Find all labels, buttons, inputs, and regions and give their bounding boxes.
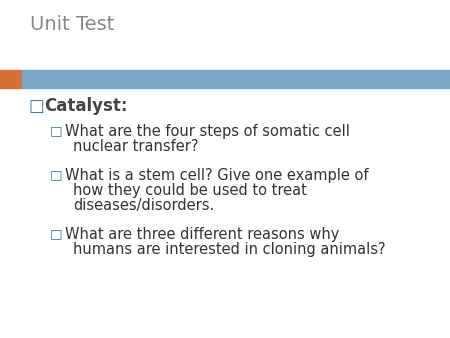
Bar xyxy=(22,70,450,88)
Text: □: □ xyxy=(50,124,63,137)
Text: diseases/disorders.: diseases/disorders. xyxy=(73,198,214,213)
Bar xyxy=(0,70,22,88)
Text: What are three different reasons why: What are three different reasons why xyxy=(65,227,339,242)
Text: Catalyst:: Catalyst: xyxy=(44,97,127,115)
Text: □: □ xyxy=(28,97,44,115)
Text: □: □ xyxy=(50,168,63,181)
Text: What is a stem cell? Give one example of: What is a stem cell? Give one example of xyxy=(65,168,369,183)
Text: how they could be used to treat: how they could be used to treat xyxy=(73,183,307,198)
Text: nuclear transfer?: nuclear transfer? xyxy=(73,139,198,154)
Text: □: □ xyxy=(50,227,63,240)
Text: What are the four steps of somatic cell: What are the four steps of somatic cell xyxy=(65,124,350,139)
Text: humans are interested in cloning animals?: humans are interested in cloning animals… xyxy=(73,242,386,257)
Text: Unit Test: Unit Test xyxy=(30,15,114,34)
